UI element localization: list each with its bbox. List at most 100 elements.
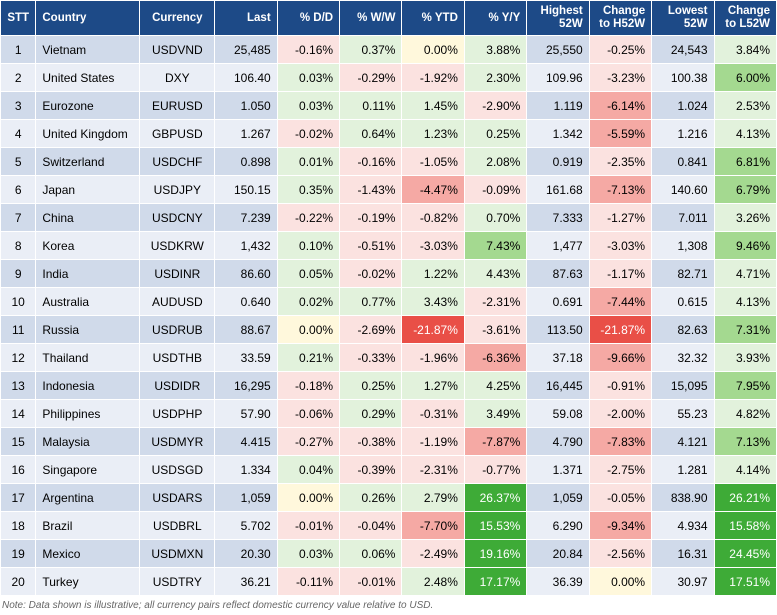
cell-last: 86.60 (215, 260, 277, 288)
cell-dd: 0.35% (277, 176, 339, 204)
cell-ww: 0.29% (340, 400, 402, 428)
cell-yy: 2.08% (464, 148, 526, 176)
col-header-stt: STT (1, 1, 36, 36)
cell-country: Japan (36, 176, 140, 204)
cell-last: 16,295 (215, 372, 277, 400)
cell-stt: 16 (1, 456, 36, 484)
cell-stt: 14 (1, 400, 36, 428)
cell-stt: 19 (1, 540, 36, 568)
cell-country: Eurozone (36, 92, 140, 120)
currency-table: STTCountryCurrencyLast% D/D% W/W% YTD% Y… (0, 0, 777, 596)
cell-dd: -0.11% (277, 568, 339, 596)
cell-h52: 37.18 (527, 344, 589, 372)
cell-stt: 7 (1, 204, 36, 232)
cell-h52: 16,445 (527, 372, 589, 400)
cell-yy: 17.17% (464, 568, 526, 596)
cell-yy: 3.88% (464, 36, 526, 64)
cell-ytd: 2.79% (402, 484, 464, 512)
cell-ww: -0.29% (340, 64, 402, 92)
cell-dd: -0.18% (277, 372, 339, 400)
cell-last: 106.40 (215, 64, 277, 92)
table-row: 4United KingdomGBPUSD1.267-0.02%0.64%1.2… (1, 120, 777, 148)
cell-ww: -0.51% (340, 232, 402, 260)
cell-ytd: -1.96% (402, 344, 464, 372)
cell-ytd: -2.31% (402, 456, 464, 484)
cell-currency: USDBRL (140, 512, 215, 540)
cell-currency: USDVND (140, 36, 215, 64)
cell-last: 1.050 (215, 92, 277, 120)
cell-chgl: 3.26% (714, 204, 776, 232)
cell-currency: USDMXN (140, 540, 215, 568)
cell-yy: -0.77% (464, 456, 526, 484)
cell-currency: USDARS (140, 484, 215, 512)
cell-chgl: 4.82% (714, 400, 776, 428)
cell-ww: 0.64% (340, 120, 402, 148)
cell-chgl: 6.79% (714, 176, 776, 204)
col-header-chgh: Change to H52W (589, 1, 651, 36)
cell-h52: 1.119 (527, 92, 589, 120)
table-row: 16SingaporeUSDSGD1.3340.04%-0.39%-2.31%-… (1, 456, 777, 484)
col-header-currency: Currency (140, 1, 215, 36)
cell-h52: 1,059 (527, 484, 589, 512)
cell-currency: USDKRW (140, 232, 215, 260)
cell-currency: USDTHB (140, 344, 215, 372)
cell-ww: 0.06% (340, 540, 402, 568)
cell-currency: USDMYR (140, 428, 215, 456)
cell-dd: -0.02% (277, 120, 339, 148)
cell-ytd: -2.49% (402, 540, 464, 568)
cell-ytd: 1.23% (402, 120, 464, 148)
table-row: 19MexicoUSDMXN20.300.03%0.06%-2.49%19.16… (1, 540, 777, 568)
cell-currency: USDCHF (140, 148, 215, 176)
cell-dd: 0.21% (277, 344, 339, 372)
cell-stt: 10 (1, 288, 36, 316)
cell-l52: 838.90 (652, 484, 714, 512)
cell-country: Turkey (36, 568, 140, 596)
cell-yy: -2.31% (464, 288, 526, 316)
cell-chgl: 3.84% (714, 36, 776, 64)
cell-country: Malaysia (36, 428, 140, 456)
cell-l52: 0.615 (652, 288, 714, 316)
table-row: 13IndonesiaUSDIDR16,295-0.18%0.25%1.27%4… (1, 372, 777, 400)
cell-ww: 0.25% (340, 372, 402, 400)
cell-last: 25,485 (215, 36, 277, 64)
cell-h52: 87.63 (527, 260, 589, 288)
cell-country: Russia (36, 316, 140, 344)
cell-ww: -2.69% (340, 316, 402, 344)
table-row: 17ArgentinaUSDARS1,0590.00%0.26%2.79%26.… (1, 484, 777, 512)
cell-yy: -3.61% (464, 316, 526, 344)
cell-yy: 4.43% (464, 260, 526, 288)
col-header-last: Last (215, 1, 277, 36)
cell-chgl: 4.14% (714, 456, 776, 484)
cell-country: Vietnam (36, 36, 140, 64)
cell-h52: 25,550 (527, 36, 589, 64)
cell-h52: 113.50 (527, 316, 589, 344)
cell-l52: 1,308 (652, 232, 714, 260)
cell-ytd: 3.43% (402, 288, 464, 316)
cell-last: 1.267 (215, 120, 277, 148)
cell-dd: -0.22% (277, 204, 339, 232)
cell-country: Argentina (36, 484, 140, 512)
cell-ww: -0.39% (340, 456, 402, 484)
cell-stt: 1 (1, 36, 36, 64)
cell-ww: -0.38% (340, 428, 402, 456)
cell-ww: -0.04% (340, 512, 402, 540)
cell-country: United States (36, 64, 140, 92)
cell-chgh: -9.66% (589, 344, 651, 372)
cell-chgh: -1.17% (589, 260, 651, 288)
cell-chgl: 7.13% (714, 428, 776, 456)
table-body: 1VietnamUSDVND25,485-0.16%0.37%0.00%3.88… (1, 36, 777, 596)
cell-stt: 5 (1, 148, 36, 176)
cell-currency: DXY (140, 64, 215, 92)
cell-l52: 30.97 (652, 568, 714, 596)
cell-country: Singapore (36, 456, 140, 484)
cell-country: Thailand (36, 344, 140, 372)
cell-ww: -1.43% (340, 176, 402, 204)
cell-dd: 0.10% (277, 232, 339, 260)
cell-ytd: -1.19% (402, 428, 464, 456)
cell-yy: -2.90% (464, 92, 526, 120)
cell-ytd: 2.48% (402, 568, 464, 596)
table-row: 3EurozoneEURUSD1.0500.03%0.11%1.45%-2.90… (1, 92, 777, 120)
col-header-dd: % D/D (277, 1, 339, 36)
cell-country: Brazil (36, 512, 140, 540)
table-row: 9IndiaUSDINR86.600.05%-0.02%1.22%4.43%87… (1, 260, 777, 288)
